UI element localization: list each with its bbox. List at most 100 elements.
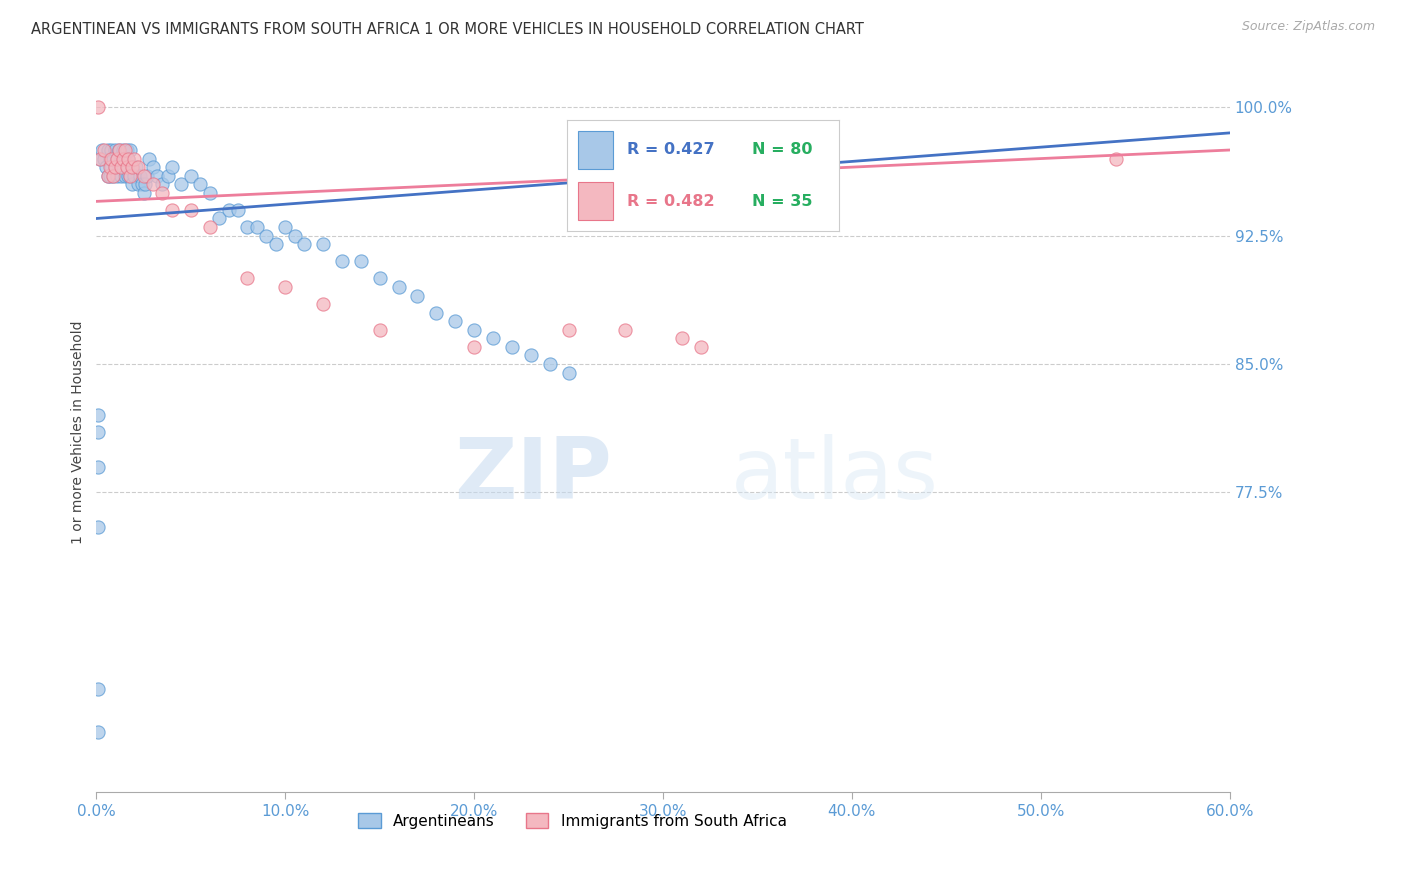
Point (111, 152, 134, 166)
Point (104, 143, 127, 157)
Point (93, 152, 115, 166)
Point (103, 169, 125, 183)
Point (312, 297, 335, 311)
Point (122, 169, 145, 183)
Point (122, 152, 145, 166)
Point (111, 143, 134, 157)
Point (115, 143, 138, 157)
Point (146, 169, 169, 183)
Point (236, 220, 259, 235)
Point (671, 331, 693, 345)
Point (152, 178, 174, 192)
Point (100, 152, 122, 166)
Point (103, 152, 125, 166)
Point (138, 152, 160, 166)
Point (100, 143, 122, 157)
Legend: Argentineans, Immigrants from South Africa: Argentineans, Immigrants from South Afri… (352, 806, 793, 835)
Point (170, 178, 193, 192)
Point (689, 340, 711, 354)
Point (208, 211, 231, 226)
Point (91, 143, 114, 157)
Point (198, 220, 221, 235)
Point (501, 340, 523, 354)
Point (312, 237, 335, 252)
Point (160, 160, 183, 174)
Point (538, 357, 561, 371)
Point (100, 160, 122, 174)
Point (557, 323, 579, 337)
Point (614, 323, 637, 337)
Point (108, 143, 131, 157)
Point (180, 202, 202, 217)
Point (120, 169, 142, 183)
Point (105, 152, 128, 166)
Point (152, 186, 174, 200)
Point (136, 169, 159, 183)
Point (110, 152, 132, 166)
Point (142, 178, 165, 192)
Text: ARGENTINEAN VS IMMIGRANTS FROM SOUTH AFRICA 1 OR MORE VEHICLES IN HOUSEHOLD CORR: ARGENTINEAN VS IMMIGRANTS FROM SOUTH AFR… (31, 22, 863, 37)
Point (131, 178, 153, 192)
Point (89, 152, 111, 166)
Point (114, 143, 136, 157)
Point (120, 169, 142, 183)
Point (97, 169, 120, 183)
Text: ZIP: ZIP (454, 434, 612, 517)
Point (368, 271, 391, 285)
Point (350, 254, 373, 268)
Point (128, 169, 150, 183)
Point (93, 143, 115, 157)
Point (132, 169, 155, 183)
Point (482, 331, 505, 345)
Point (121, 160, 143, 174)
Point (117, 169, 139, 183)
Point (330, 254, 353, 268)
Point (87, 100, 110, 114)
Point (425, 305, 447, 319)
Point (125, 160, 148, 174)
Point (157, 169, 180, 183)
Point (198, 186, 221, 200)
Point (87, 519, 110, 533)
Point (104, 160, 127, 174)
Point (463, 340, 485, 354)
Point (114, 152, 136, 166)
Point (127, 178, 149, 192)
Point (368, 323, 391, 337)
Point (117, 152, 139, 166)
Point (444, 314, 467, 328)
Point (108, 160, 131, 174)
Point (292, 237, 315, 252)
Point (246, 220, 269, 235)
Point (1105, 152, 1128, 166)
Point (110, 169, 132, 183)
Point (111, 160, 134, 174)
Y-axis label: 1 or more Vehicles in Household: 1 or more Vehicles in Household (72, 321, 86, 544)
Point (104, 160, 127, 174)
Point (387, 280, 409, 294)
Point (98, 160, 121, 174)
Point (97, 143, 120, 157)
Point (87, 425, 110, 440)
Point (226, 202, 249, 217)
Point (87, 682, 110, 697)
Point (160, 202, 183, 217)
Point (284, 228, 307, 243)
Text: Source: ZipAtlas.com: Source: ZipAtlas.com (1241, 20, 1375, 33)
Point (87, 409, 110, 423)
Point (218, 202, 240, 217)
Point (121, 178, 143, 192)
Point (117, 152, 139, 166)
Point (98, 152, 121, 166)
Point (114, 169, 136, 183)
Point (105, 152, 128, 166)
Point (180, 169, 202, 183)
Point (98, 169, 121, 183)
Point (115, 160, 138, 174)
Point (463, 323, 485, 337)
Point (142, 160, 165, 174)
Point (520, 348, 543, 362)
Point (134, 178, 156, 192)
Point (120, 143, 142, 157)
Point (105, 169, 128, 183)
